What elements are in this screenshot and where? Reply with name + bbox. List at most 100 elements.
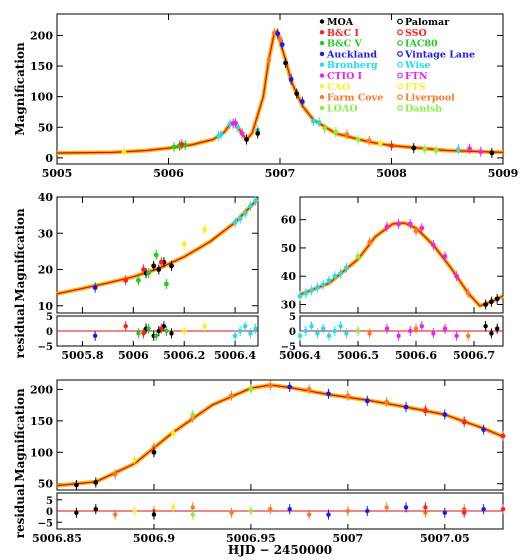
- legend-label: B&C V: [327, 39, 362, 50]
- data-point: [287, 384, 293, 390]
- data-point: [123, 277, 129, 283]
- legend-label: Danish: [405, 103, 442, 114]
- data-point: [151, 263, 157, 269]
- panel-mr-plot: [297, 218, 504, 341]
- y-tick-label: 200: [30, 29, 53, 42]
- residual-point: [159, 326, 164, 331]
- data-band: [56, 383, 504, 488]
- residual-point: [454, 333, 459, 338]
- data-point: [255, 130, 261, 136]
- legend-label: Vintage Lane: [404, 49, 475, 60]
- y-tick-label: 100: [30, 446, 53, 459]
- data-point: [233, 120, 238, 126]
- x-tick-label: 5006: [118, 349, 149, 362]
- residual-point: [229, 510, 234, 515]
- model-curve: [56, 30, 504, 154]
- residual-point: [151, 512, 157, 517]
- residual-point: [309, 324, 314, 329]
- residual-point: [495, 326, 500, 331]
- data-point: [442, 412, 448, 417]
- data-point: [333, 129, 339, 135]
- legend-label: Wise: [404, 60, 431, 71]
- data-point: [389, 143, 394, 149]
- x-tick-label: 5007: [333, 532, 364, 545]
- residual-y-tick-label: −5: [38, 342, 53, 353]
- panel-top: Magnification 5005 5006 5007 5008 5009 0 50 100…: [13, 13, 518, 180]
- panel-bottom-frame: [56, 379, 504, 491]
- residual-point: [413, 326, 419, 331]
- legend-marker: [397, 61, 403, 68]
- data-point: [403, 404, 409, 410]
- legend-label: Auckland: [326, 49, 377, 60]
- residual-point: [442, 326, 448, 331]
- data-point: [237, 216, 243, 222]
- data-point: [315, 285, 320, 290]
- legend-marker: [397, 29, 403, 36]
- data-point: [202, 227, 207, 233]
- data-point: [309, 287, 314, 293]
- legend-label: LOAO: [327, 103, 358, 114]
- data-point: [316, 119, 322, 125]
- panel-top-ylabel: Magnification: [13, 42, 27, 136]
- data-point: [279, 42, 285, 48]
- legend-marker: [319, 84, 325, 89]
- data-point: [344, 265, 349, 271]
- x-tick-label: 5006.9: [133, 532, 175, 545]
- x-axis-label: HJD − 2450000: [228, 543, 332, 557]
- residual-point: [237, 328, 243, 334]
- residual-point: [154, 333, 159, 338]
- residual-point: [423, 510, 428, 515]
- y-tick-label: 40: [281, 270, 297, 283]
- residual-point: [396, 333, 401, 338]
- data-point: [266, 57, 272, 63]
- data-point: [345, 393, 351, 399]
- data-point: [169, 263, 174, 269]
- data-point: [396, 221, 401, 227]
- legend-label: CTIO I: [327, 71, 363, 82]
- residual-point: [384, 326, 390, 331]
- x-tick-label: 5005: [42, 167, 73, 180]
- residual-y-tick-label: 0: [289, 327, 296, 338]
- data-point: [297, 293, 303, 299]
- residual-point: [164, 328, 169, 334]
- residual-point: [182, 328, 187, 334]
- panel-bottom-plot: [56, 380, 506, 520]
- data-point: [283, 60, 288, 66]
- data-point: [92, 285, 98, 291]
- residual-y-tick-label: 0: [46, 327, 53, 338]
- data-point: [229, 393, 234, 399]
- residual-point: [190, 512, 195, 517]
- residual-point: [74, 510, 79, 515]
- residual-point: [171, 505, 176, 510]
- data-point: [461, 419, 467, 425]
- data-point: [121, 149, 127, 155]
- x-tick-label: 5006: [153, 167, 184, 180]
- data-point: [146, 270, 151, 276]
- residual-point: [403, 505, 409, 510]
- residual-point: [332, 328, 337, 334]
- data-point: [112, 471, 118, 477]
- legend-marker: [319, 30, 325, 35]
- residual-point: [303, 328, 308, 334]
- residual-point: [345, 508, 351, 514]
- data-point: [489, 299, 494, 305]
- residual-point: [500, 507, 506, 512]
- legend-label: SSO: [405, 28, 427, 39]
- data-point: [164, 281, 169, 287]
- residual-point: [315, 331, 320, 336]
- model-curve: [56, 384, 504, 487]
- residual-y-tick-label: 0: [46, 507, 53, 518]
- data-point: [141, 267, 146, 272]
- data-point: [465, 290, 471, 296]
- data-point: [311, 118, 316, 124]
- residual-point: [287, 507, 292, 512]
- residual-point: [355, 328, 361, 334]
- legend-marker: [319, 73, 325, 78]
- residual-point: [367, 331, 372, 336]
- legend-marker: [319, 40, 325, 46]
- y-tick-label: 50: [281, 242, 297, 255]
